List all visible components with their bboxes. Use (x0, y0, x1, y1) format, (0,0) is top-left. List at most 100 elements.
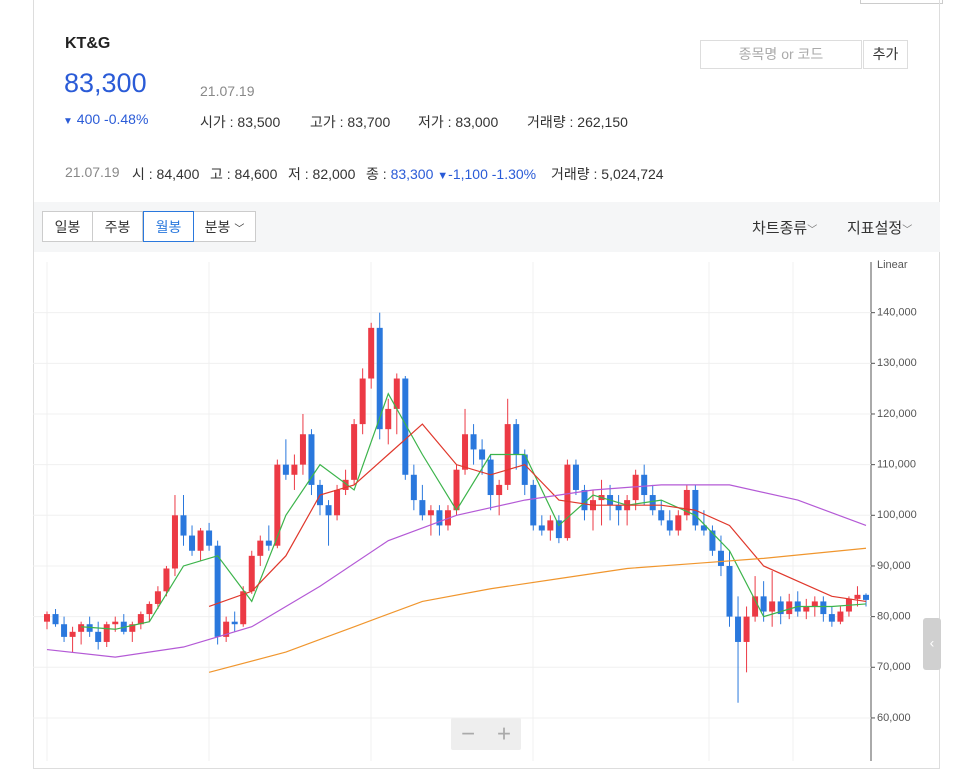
candle-body (641, 474, 648, 496)
candle-body (470, 434, 477, 450)
ohlc-item: 고 : 84,600 (210, 166, 278, 182)
y-tick-label: 110,000 (877, 459, 916, 471)
date: 21.07.19 (200, 83, 255, 99)
candle-body (828, 614, 835, 622)
candle-body (658, 510, 665, 521)
candle-body (615, 505, 622, 511)
candle-body (103, 624, 110, 642)
zoom-box (451, 718, 521, 750)
candle-body (334, 489, 341, 516)
caret: ﹀ (902, 225, 913, 236)
candle-body (265, 540, 272, 546)
candle-body (675, 515, 682, 531)
side-tab[interactable] (923, 618, 941, 670)
candle-body (180, 515, 187, 536)
candle-body (811, 601, 818, 607)
stat: 시가 : 83,500 (200, 114, 281, 130)
change-value: 400 (76, 111, 101, 127)
y-tick-label: 70,000 (877, 661, 911, 673)
change-pct: -0.48% (104, 111, 149, 127)
candle-body (146, 603, 153, 615)
candle-body (376, 327, 383, 430)
candle-body (410, 474, 417, 501)
close-change: ▼-1,100 -1.30% (437, 166, 536, 182)
moving-average (46, 484, 867, 658)
candle-body (197, 530, 204, 551)
candle-body (692, 489, 699, 526)
candle-body (274, 464, 281, 546)
zoom[interactable]: − + (451, 718, 521, 750)
stock-name: KT&G (65, 35, 111, 52)
ohlc-date: 21.07.19 (65, 164, 120, 180)
moving-average (81, 392, 867, 630)
candle-body (291, 464, 298, 475)
tab-label: 분봉 (204, 219, 231, 235)
candle-body (683, 489, 690, 516)
stat: 거래량 : 262,150 (527, 114, 628, 130)
candle-body (837, 611, 844, 622)
y-tick-label: 60,000 (877, 712, 911, 724)
candle-body (735, 616, 742, 642)
candle-body (282, 464, 289, 475)
menu[interactable]: 차트종류﹀ (752, 217, 817, 238)
candle-body (530, 484, 537, 526)
candle-body (521, 454, 528, 485)
candle-body (717, 550, 724, 566)
tab[interactable]: 주봉 (92, 211, 143, 242)
y-tick-label: 130,000 (877, 357, 917, 369)
search-input[interactable]: 종목명 or 코드 (700, 40, 862, 69)
candle-body (95, 631, 102, 642)
side-tab-arrow: ‹ (930, 635, 935, 651)
candle-body (189, 535, 196, 551)
candle-body (479, 449, 486, 460)
y-tick-label: 100,000 (877, 509, 917, 521)
candle-body (61, 624, 68, 637)
add-button[interactable]: 추가 (863, 40, 908, 69)
candle-body (308, 434, 315, 485)
candle-body (436, 510, 443, 526)
zoom-in[interactable]: + (497, 720, 511, 747)
candle-body (223, 621, 230, 637)
candle-body (743, 616, 750, 642)
candle-body (171, 515, 178, 569)
candle-body (248, 555, 255, 592)
top-box (860, 0, 943, 4)
ohlc-item: 시 : 84,400 (132, 166, 200, 182)
candle-body (154, 591, 161, 604)
close-label: 종 : (366, 166, 387, 182)
candle-body (854, 594, 861, 599)
menu[interactable]: 지표설정﹀ (847, 217, 912, 238)
zoom-out[interactable]: − (461, 720, 475, 747)
candle-body (240, 591, 247, 625)
y-tick-label: 90,000 (877, 560, 911, 572)
change: ▼ 400 -0.48% (63, 111, 148, 127)
candle-body (257, 540, 264, 556)
tab[interactable]: 분봉 ﹀ (193, 211, 256, 242)
change-value: -1,100 (448, 166, 488, 182)
close-value: 83,300 (390, 166, 434, 182)
tab[interactable]: 월봉 (143, 211, 194, 242)
candle-body (120, 621, 127, 632)
price: 83,300 (64, 68, 147, 98)
candle-body (78, 624, 85, 632)
ohlc-item: 저 : 82,000 (288, 166, 356, 182)
caret: ﹀ (807, 225, 818, 236)
down-icon: ▼ (63, 116, 73, 127)
candle-body (572, 464, 579, 490)
stat: 고가 : 83,700 (310, 114, 391, 130)
axis-label: Linear (877, 259, 908, 271)
candle-body (359, 378, 366, 425)
candle-body (555, 520, 562, 539)
candle-body (206, 530, 213, 546)
tab[interactable]: 일봉 (42, 211, 93, 242)
menu-label: 지표설정 (847, 220, 903, 237)
candle-body (137, 614, 144, 625)
moving-average (208, 547, 867, 673)
ohlc-volume: 거래량 : 5,024,724 (551, 166, 664, 182)
candle-body (726, 565, 733, 617)
candle-body (214, 545, 221, 637)
candle-body (752, 596, 759, 617)
candle-body (777, 601, 784, 615)
candle-body (649, 495, 656, 511)
